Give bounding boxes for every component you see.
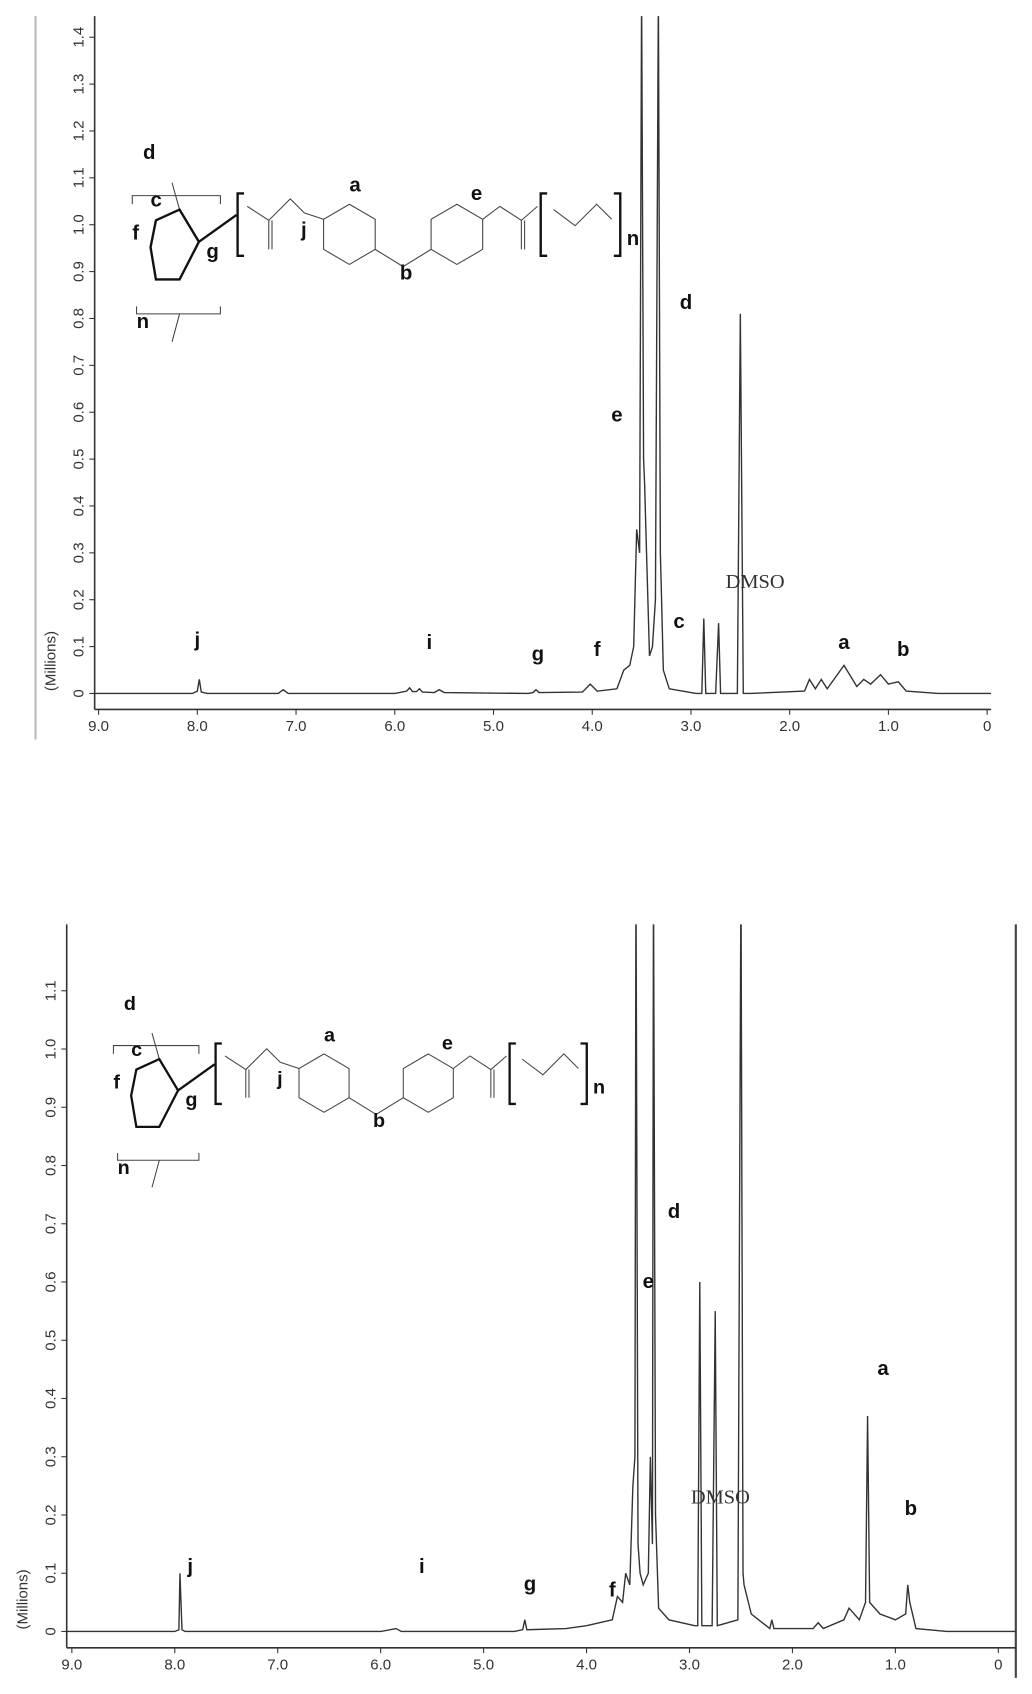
y-tick-label: 1.0 <box>43 1039 60 1060</box>
peak-label: c <box>673 611 684 633</box>
spectrum-line <box>94 16 992 695</box>
x-tick-label: 8.0 <box>187 718 208 735</box>
y-tick-label: 1.2 <box>71 121 88 142</box>
structure-label: c <box>131 1039 142 1061</box>
spectrum-panel: 0 0.1 0.2 0.3 0.4 0.5 0.6 0.7 0.8 0.9 1.0 1.1 9.0 8.0… <box>15 924 1017 1678</box>
y-tick-label: 0.8 <box>71 308 88 329</box>
x-tick-label: 5.0 <box>483 718 504 735</box>
x-tick-label: 9.0 <box>61 1656 82 1673</box>
structure-label: j <box>276 1068 283 1090</box>
peak-label: a <box>838 632 850 654</box>
y-tick-label: 0.1 <box>71 636 88 657</box>
structure-label: c <box>151 189 162 211</box>
structure-label: a <box>349 174 361 196</box>
structure-label: g <box>185 1089 197 1111</box>
x-tick-label: 9.0 <box>88 718 109 735</box>
x-tick-label: 6.0 <box>370 1656 391 1673</box>
y-tick-label: 1.4 <box>71 27 88 48</box>
structure-label: f <box>113 1071 120 1093</box>
y-tick-label: 0.4 <box>43 1388 60 1409</box>
x-tick-label: 8.0 <box>164 1656 185 1673</box>
x-tick-label: 3.0 <box>679 1656 700 1673</box>
y-tick-label: 0.3 <box>43 1446 60 1467</box>
x-tick-label: 1.0 <box>885 1656 906 1673</box>
peak-label: g <box>524 1574 536 1596</box>
peak-label: f <box>609 1580 616 1602</box>
structure-label: b <box>373 1110 385 1132</box>
y-tick-label: 0.6 <box>71 402 88 423</box>
peak-label: b <box>905 1498 917 1520</box>
structure-label: n <box>118 1157 130 1179</box>
y-tick-label: 0.5 <box>43 1330 60 1351</box>
y-tick-label: 1.1 <box>71 167 88 188</box>
peak-label: i <box>419 1556 425 1578</box>
x-tick-label: 4.0 <box>582 718 603 735</box>
y-tick-label: 0.9 <box>71 261 88 282</box>
peak-label: DMSO <box>691 1486 750 1508</box>
y-tick-label: 0.1 <box>43 1563 60 1584</box>
peak-label: j <box>193 630 200 652</box>
structure-label: b <box>400 262 412 284</box>
structure-inset: d cf g j a e b n n <box>112 993 605 1189</box>
x-tick-label: 7.0 <box>286 718 307 735</box>
structure-label: g <box>206 241 218 263</box>
y-axis-label: (Millions) <box>43 631 60 691</box>
y-tick-label: 0.6 <box>43 1272 60 1293</box>
x-tick-label: 3.0 <box>681 718 702 735</box>
peak-label: j <box>186 1556 193 1578</box>
spectrum-line <box>66 924 1016 1633</box>
structure-label: e <box>442 1033 453 1055</box>
x-tick-label: 0 <box>994 1656 1002 1673</box>
peak-label: b <box>897 639 909 661</box>
x-tick-label: 6.0 <box>384 718 405 735</box>
x-tick-label: 2.0 <box>779 718 800 735</box>
x-tick-label: 1.0 <box>878 718 899 735</box>
peak-label: d <box>680 292 692 314</box>
structure-label: n <box>593 1077 605 1099</box>
y-tick-label: 1.3 <box>71 74 88 95</box>
structure-label: n <box>627 228 639 250</box>
spectrum-panel: 0 0.1 0.2 0.3 0.4 0.5 0.6 0.7 0.8 0.9 1.0 1.1 1.2 1.3… <box>34 16 992 740</box>
peak-label: i <box>426 632 432 654</box>
structure-inset: d cf g j a e b n n <box>131 142 639 343</box>
peak-label: g <box>532 644 544 666</box>
y-tick-label: 0.7 <box>71 355 88 376</box>
structure-label: f <box>132 223 139 245</box>
y-tick-label: 0.5 <box>71 449 88 470</box>
x-tick-label: 0 <box>983 718 991 735</box>
y-tick-label: 0.9 <box>43 1097 60 1118</box>
y-tick-label: 0.3 <box>71 542 88 563</box>
x-tick-label: 5.0 <box>473 1656 494 1673</box>
peak-label: f <box>594 639 601 661</box>
structure-label: a <box>324 1024 336 1046</box>
peak-label: d <box>668 1201 680 1223</box>
y-axis-label: (Millions) <box>15 1569 32 1629</box>
y-tick-label: 0.2 <box>43 1505 60 1526</box>
structure-label: e <box>471 183 482 205</box>
structure-label: j <box>300 219 307 241</box>
y-tick-label: 0.2 <box>71 589 88 610</box>
x-tick-label: 7.0 <box>267 1656 288 1673</box>
x-tick-label: 4.0 <box>576 1656 597 1673</box>
structure-label: d <box>143 142 155 164</box>
y-tick-label: 0 <box>43 1627 60 1635</box>
peak-label: e <box>643 1271 654 1293</box>
peak-label: a <box>877 1358 889 1380</box>
x-tick-label: 2.0 <box>782 1656 803 1673</box>
y-tick-label: 0.7 <box>43 1213 60 1234</box>
structure-label: n <box>137 311 149 333</box>
peak-label: DMSO <box>726 571 785 593</box>
y-tick-label: 1.0 <box>71 214 88 235</box>
y-tick-label: 0.8 <box>43 1155 60 1176</box>
y-tick-label: 1.1 <box>43 980 60 1001</box>
y-tick-label: 0.4 <box>71 496 88 517</box>
structure-label: d <box>124 993 136 1015</box>
peak-label: e <box>611 405 622 427</box>
y-tick-label: 0 <box>71 689 88 697</box>
